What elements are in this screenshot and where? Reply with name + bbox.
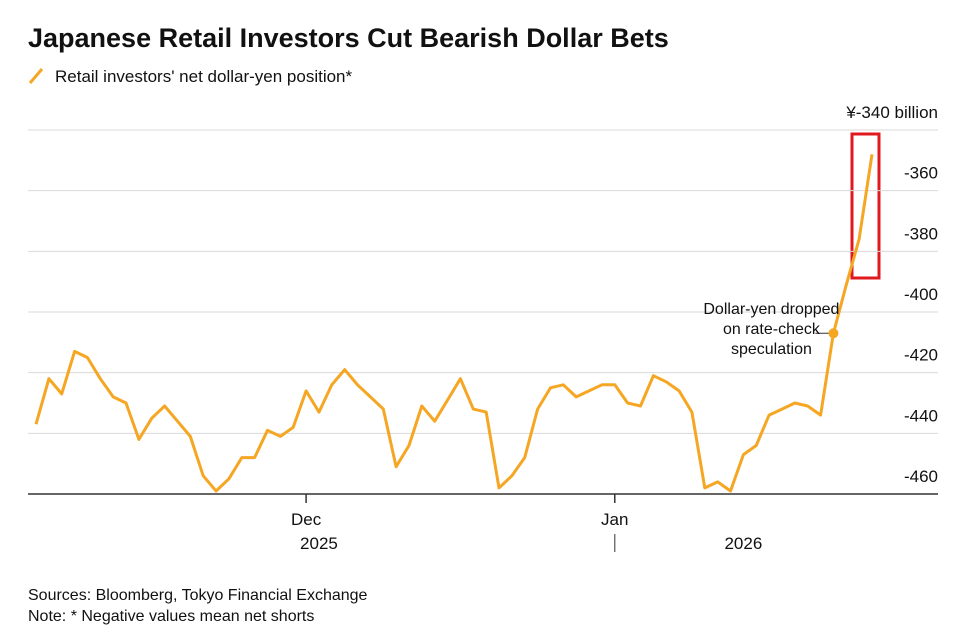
- y-tick-label: -420: [904, 346, 938, 365]
- y-tick-label: -400: [904, 285, 938, 304]
- x-tick-label: Jan: [601, 510, 628, 529]
- x-tick-label: Dec: [291, 510, 322, 529]
- note: Note: * Negative values mean net shorts: [28, 608, 314, 625]
- line-series: [34, 154, 874, 493]
- annotation-text: on rate-check: [723, 321, 821, 338]
- annotation-text: speculation: [731, 341, 812, 358]
- sources: Sources: Bloomberg, Tokyo Financial Exch…: [28, 587, 368, 604]
- y-tick-label: -440: [904, 406, 938, 425]
- year-label: 2026: [724, 534, 762, 553]
- annotation-text: Dollar-yen dropped: [703, 301, 839, 318]
- legend-swatch: [28, 68, 44, 84]
- y-tick-label: -360: [904, 164, 938, 183]
- year-label: 2025: [300, 534, 338, 553]
- chart-title: Japanese Retail Investors Cut Bearish Do…: [28, 23, 669, 53]
- highlight-box: [850, 132, 881, 280]
- legend-label: Retail investors' net dollar-yen positio…: [55, 67, 353, 86]
- y-tick-label: -380: [904, 224, 938, 243]
- y-tick-label: -460: [904, 467, 938, 486]
- annotation-dot: [828, 328, 839, 339]
- y-tick-label: ¥-340 billion: [845, 103, 938, 122]
